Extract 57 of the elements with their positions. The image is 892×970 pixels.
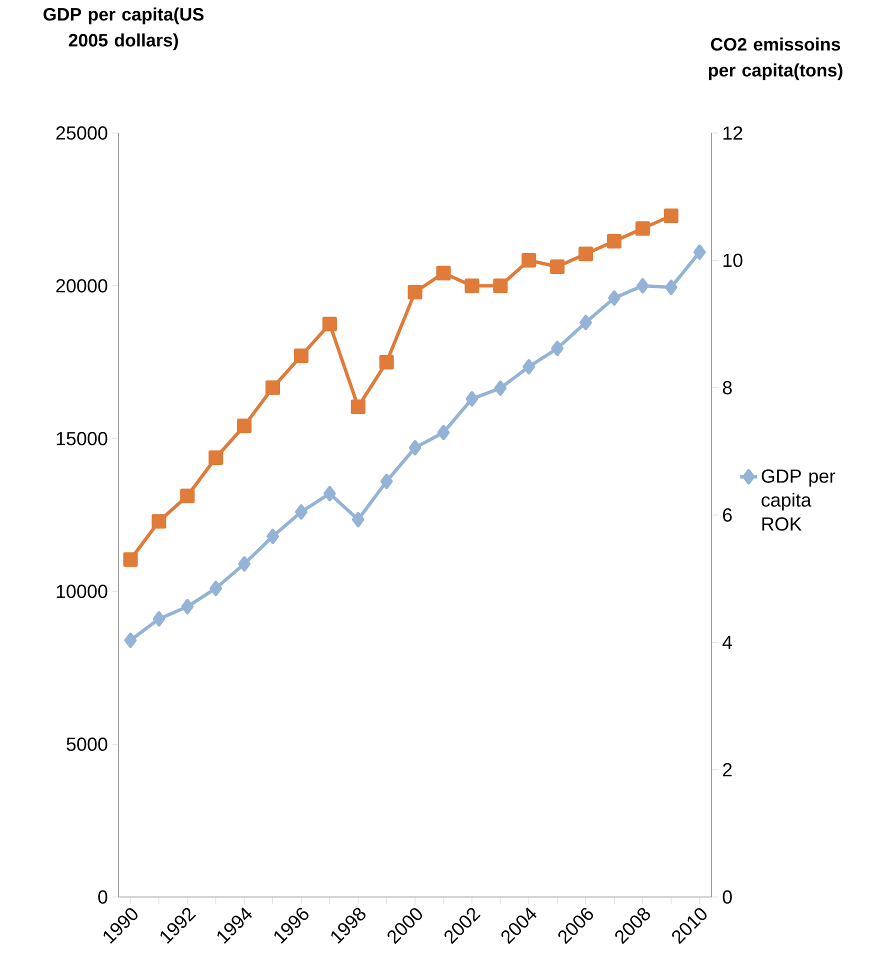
point (180, 488, 195, 504)
point (522, 359, 536, 374)
y2-tick-label: 8 (723, 380, 732, 394)
point (352, 512, 365, 528)
point (580, 314, 592, 330)
point (266, 528, 280, 544)
point (607, 234, 622, 248)
point (351, 399, 366, 414)
y2-axis-title: CO2 emissoins per capita(tons) (709, 38, 843, 80)
y-tick-label: 15000 (57, 432, 108, 446)
y2-tick-label: 10 (724, 254, 743, 268)
point (210, 580, 222, 596)
point (409, 440, 422, 456)
y-tick-label: 10000 (57, 584, 108, 598)
point (494, 380, 507, 396)
point (295, 504, 308, 520)
point (436, 266, 452, 280)
point (522, 253, 536, 268)
point (438, 424, 450, 440)
point (493, 278, 508, 294)
y2-tick-label: 12 (724, 126, 742, 140)
y-axis-title: GDP per capita(US 2005 dollars) (44, 8, 204, 50)
point (294, 348, 309, 364)
legend-label: GDP per capita ROK (762, 469, 836, 531)
y-tick-label: 20000 (56, 279, 108, 292)
point (551, 340, 564, 356)
point (665, 280, 678, 295)
point (664, 208, 679, 224)
point (380, 354, 394, 370)
point (266, 380, 280, 395)
point (608, 290, 621, 306)
point (324, 486, 336, 502)
point (152, 514, 166, 529)
point (208, 450, 224, 465)
y-tick-label: 25000 (56, 126, 108, 140)
point (237, 418, 252, 434)
point (466, 391, 478, 407)
point (238, 556, 251, 572)
point (123, 552, 138, 567)
y2-tick-label: 6 (723, 508, 732, 522)
point (550, 259, 565, 274)
y-tick-label: 5000 (66, 737, 108, 751)
point (578, 246, 594, 262)
point (124, 632, 137, 648)
point (181, 599, 194, 614)
point (380, 474, 393, 490)
point (153, 611, 166, 627)
point (408, 284, 423, 300)
point (694, 244, 706, 260)
y-tick-label: 0 (98, 890, 108, 904)
point (322, 316, 338, 332)
point (636, 278, 650, 294)
y2-tick-label: 2 (723, 763, 732, 776)
y2-tick-label: 0 (723, 890, 732, 904)
point (464, 278, 480, 294)
y2-tick-label: 4 (722, 636, 732, 649)
point (636, 221, 650, 236)
